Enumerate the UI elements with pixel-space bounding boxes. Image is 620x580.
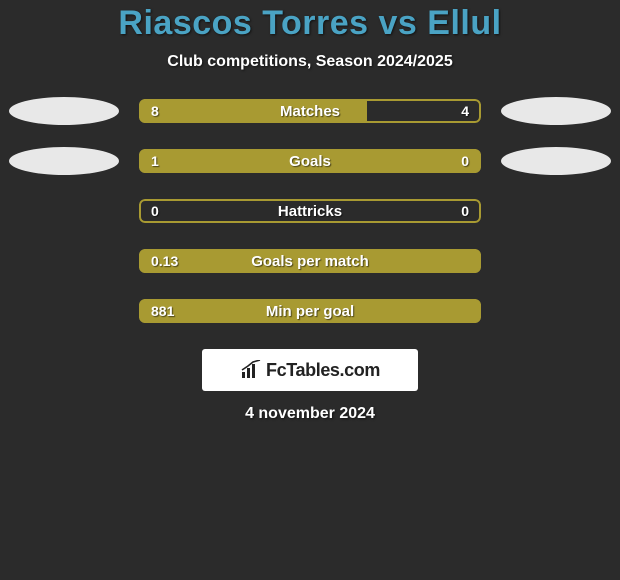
stat-bar: 84Matches — [139, 99, 481, 123]
bar-fill-right — [402, 149, 481, 173]
chart-icon — [240, 360, 262, 380]
player-badge-right — [501, 97, 611, 125]
stat-row: 84Matches — [15, 97, 605, 125]
spacer — [9, 297, 119, 325]
spacer — [501, 247, 611, 275]
player-badge-right — [501, 147, 611, 175]
stat-value-right: 4 — [461, 99, 469, 123]
stat-row: 10Goals — [15, 147, 605, 175]
spacer — [501, 197, 611, 225]
player-badge-left — [9, 97, 119, 125]
stat-label: Hattricks — [139, 199, 481, 223]
bar-fill — [139, 299, 481, 323]
comparison-card: Riascos Torres vs Ellul Club competition… — [0, 0, 620, 423]
stat-value-right: 0 — [461, 199, 469, 223]
player-badge-left — [9, 147, 119, 175]
stat-bar: 10Goals — [139, 149, 481, 173]
bar-fill-left — [139, 99, 367, 123]
stat-bar: 881Min per goal — [139, 299, 481, 323]
spacer — [9, 247, 119, 275]
logo-text: FcTables.com — [266, 360, 380, 381]
stat-row: 881Min per goal — [15, 297, 605, 325]
stat-row: 0.13Goals per match — [15, 247, 605, 275]
stat-rows: 84Matches 10Goals 0 0Hattricks 0.13Goals per… — [15, 97, 605, 347]
bar-fill — [139, 249, 481, 273]
bar-border — [139, 199, 481, 223]
page-title: Riascos Torres vs Ellul — [118, 4, 501, 43]
spacer — [501, 297, 611, 325]
subtitle: Club competitions, Season 2024/2025 — [167, 53, 452, 71]
stat-bar: 0 0Hattricks — [139, 199, 481, 223]
spacer — [9, 197, 119, 225]
stat-value-left: 0 — [151, 199, 159, 223]
source-logo[interactable]: FcTables.com — [202, 349, 418, 391]
date-label: 4 november 2024 — [245, 405, 375, 423]
stat-row: 0 0Hattricks — [15, 197, 605, 225]
stat-bar: 0.13Goals per match — [139, 249, 481, 273]
bar-fill-left — [139, 149, 402, 173]
